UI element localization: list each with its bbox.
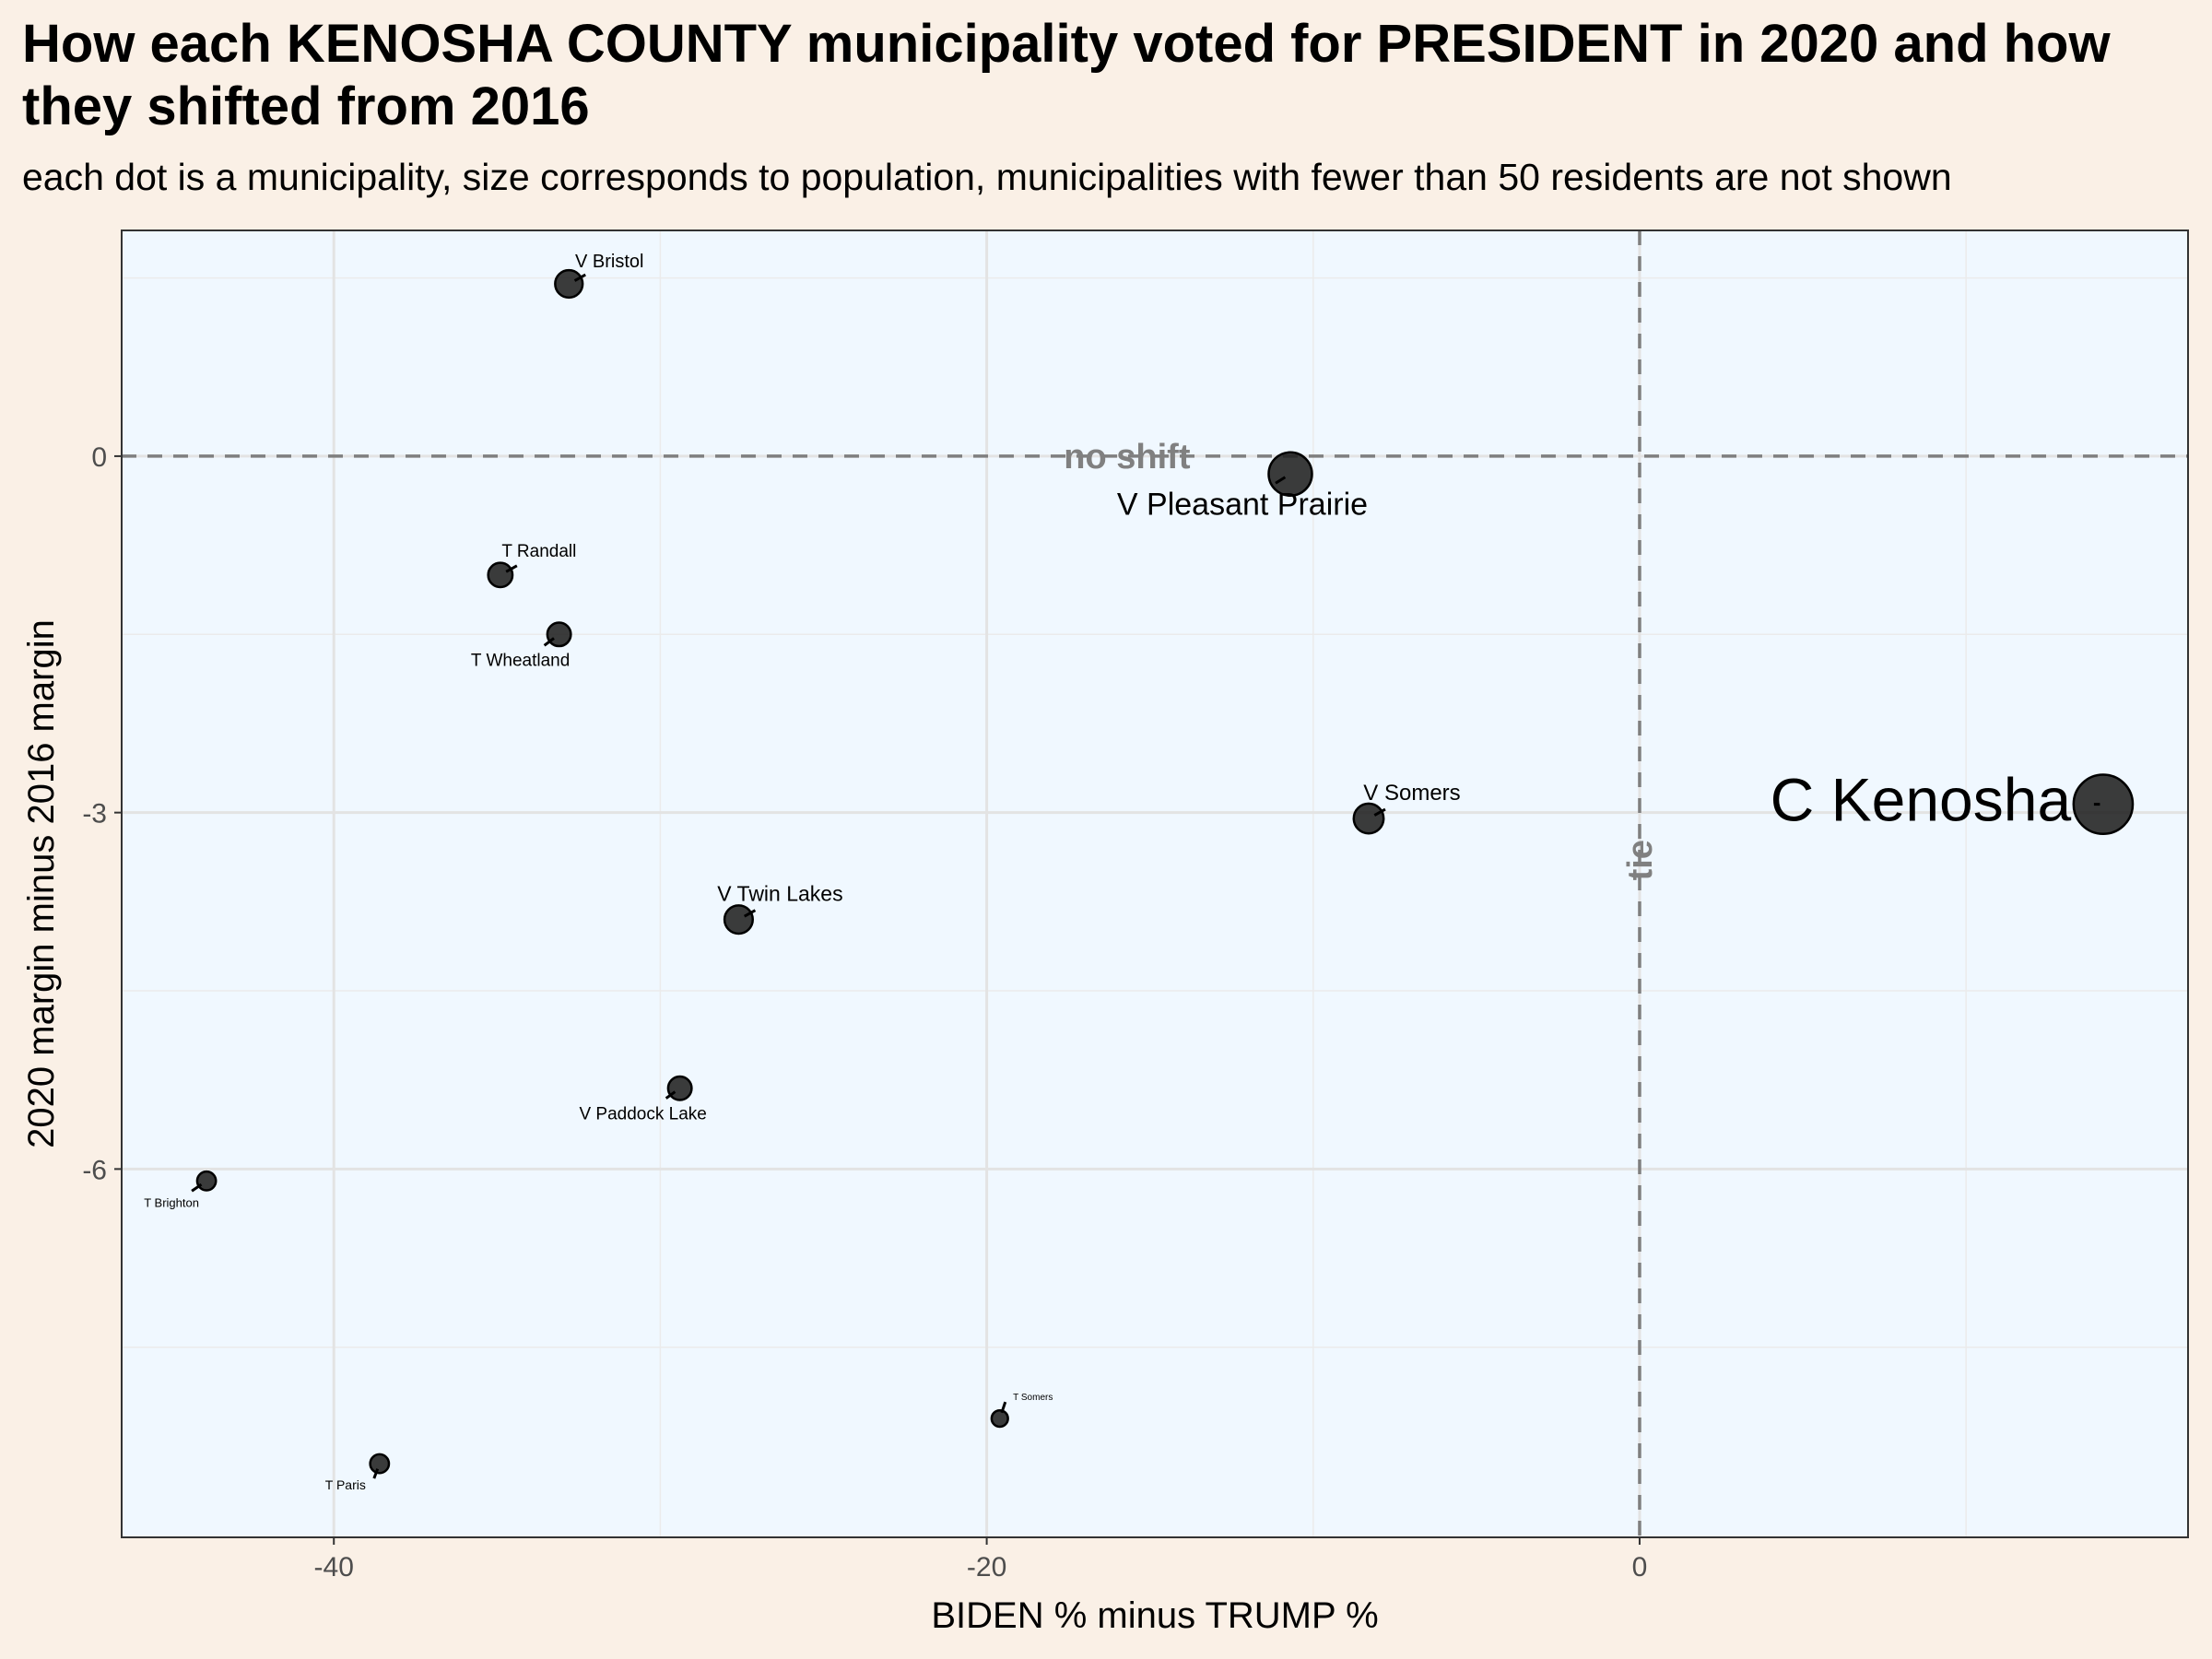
point-c-kenosha (2072, 773, 2135, 835)
leader-t-brighton (191, 1182, 203, 1193)
point-t-wheatland (546, 621, 572, 648)
label-v-pleasant-prairie: V Pleasant Prairie (1117, 487, 1368, 522)
chart-subtitle: each dot is a municipality, size corresp… (22, 156, 1952, 198)
y-axis-title: 2020 margin minus 2016 margin (21, 619, 62, 1148)
plot-border (121, 229, 2189, 1538)
y-tick-label: -3 (82, 799, 107, 830)
label-c-kenosha: C Kenosha (1771, 766, 2072, 834)
leader-v-bristol (573, 273, 586, 282)
leader-t-somers (1000, 1401, 1007, 1414)
point-v-bristol (554, 268, 584, 300)
label-t-wheatland: T Wheatland (471, 651, 570, 670)
point-v-pleasant-prairie (1267, 451, 1313, 498)
point-t-randall (487, 561, 514, 589)
label-v-paddock-lake: V Paddock Lake (579, 1105, 706, 1124)
label-t-somers: T Somers (1013, 1393, 1053, 1403)
no-shift-label: no shift (1064, 438, 1191, 477)
x-tick-label: 0 (1632, 1552, 1648, 1583)
label-v-twin-lakes: V Twin Lakes (717, 882, 842, 906)
leader-t-wheatland (543, 637, 555, 647)
x-tick-label: -20 (967, 1552, 1006, 1583)
label-v-bristol: V Bristol (575, 252, 643, 272)
point-t-paris (369, 1453, 391, 1475)
x-axis-title: BIDEN % minus TRUMP % (931, 1595, 1378, 1636)
plot-panel (122, 230, 2188, 1537)
label-t-paris: T Paris (325, 1477, 366, 1492)
point-v-paddock-lake (666, 1075, 693, 1101)
leader-t-paris (372, 1468, 380, 1479)
leader-t-randall (505, 564, 518, 573)
leader-v-paddock-lake (665, 1090, 677, 1100)
y-tick-label: -6 (82, 1155, 107, 1185)
point-t-somers (990, 1408, 1009, 1429)
leader-v-twin-lakes (743, 909, 757, 918)
x-tick-label: -40 (314, 1552, 354, 1583)
label-t-brighton: T Brighton (144, 1195, 199, 1209)
tie-label: tie (1621, 840, 1660, 880)
y-tick-label: 0 (91, 442, 107, 473)
leader-v-pleasant-prairie (1275, 476, 1287, 485)
label-v-somers: V Somers (1363, 781, 1460, 806)
point-v-somers (1352, 802, 1385, 835)
chart-title: How each KENOSHA COUNTY municipality vot… (22, 14, 2111, 136)
point-v-twin-lakes (723, 904, 754, 935)
point-t-brighton (195, 1170, 218, 1192)
leader-v-somers (1373, 807, 1386, 817)
label-t-randall: T Randall (501, 542, 576, 561)
